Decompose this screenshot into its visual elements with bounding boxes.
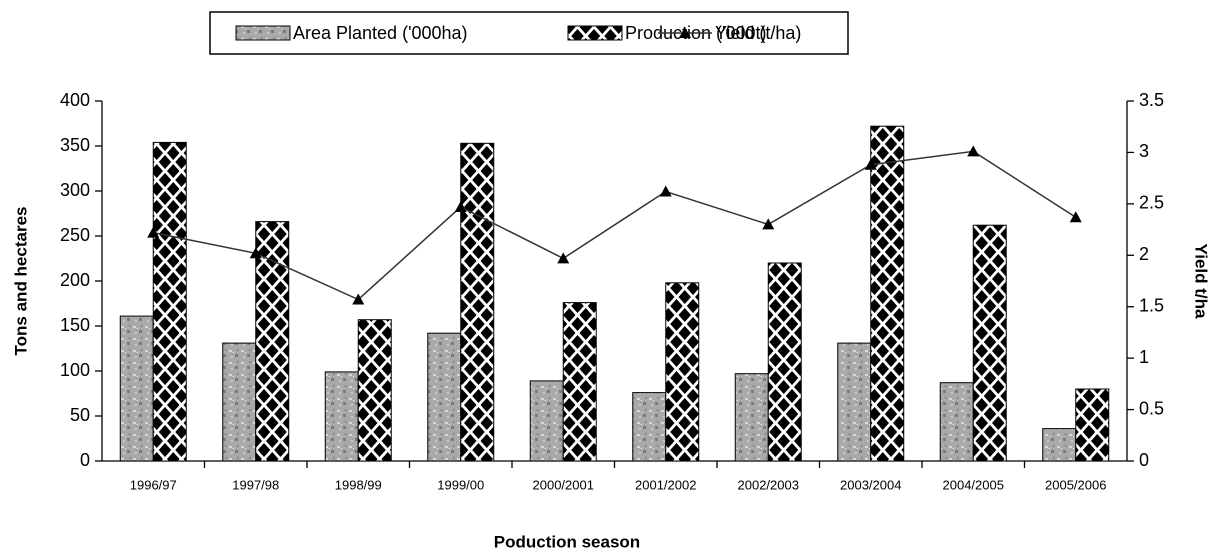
y-tick-label: 400: [60, 90, 90, 110]
line-marker: [557, 252, 570, 264]
y-axis-label: Tons and hectares: [11, 207, 30, 356]
x-tick-label: 2003/2004: [840, 477, 901, 492]
x-tick-label: 2000/2001: [533, 477, 594, 492]
bar: [1075, 388, 1110, 462]
legend-swatch: [567, 25, 623, 41]
bar: [222, 342, 257, 462]
y-tick-label: 100: [60, 360, 90, 380]
line-marker: [659, 185, 672, 197]
y2-tick-label: 2.5: [1139, 193, 1164, 213]
legend-swatch: [235, 25, 291, 41]
x-tick-label: 2004/2005: [943, 477, 1004, 492]
line-marker: [762, 218, 775, 230]
y2-axis-label: Yield t/ha: [1192, 244, 1211, 319]
y2-tick-label: 1.5: [1139, 295, 1164, 315]
bar: [529, 380, 564, 462]
line-marker: [147, 226, 160, 238]
legend-box: [209, 11, 849, 55]
bar: [357, 319, 392, 462]
x-tick-label: 2001/2002: [635, 477, 696, 492]
y2-tick-label: 3.5: [1139, 90, 1164, 110]
bar: [460, 142, 495, 462]
bar: [665, 282, 700, 462]
y2-tick-label: 0: [1139, 450, 1149, 470]
legend-label: Area Planted ('000ha): [293, 23, 468, 43]
line-marker: [352, 293, 365, 305]
x-tick-label: 1998/99: [335, 477, 382, 492]
legend-marker: [679, 27, 691, 38]
x-tick-label: 2005/2006: [1045, 477, 1106, 492]
bar: [427, 332, 462, 462]
line: [153, 150, 1077, 301]
line-marker: [864, 158, 877, 170]
bar: [119, 315, 154, 462]
y-tick-label: 50: [70, 405, 90, 425]
bar: [1042, 428, 1077, 462]
y2-tick-label: 0.5: [1139, 398, 1164, 418]
line-marker: [1069, 211, 1082, 223]
x-axis-label: Poduction season: [494, 532, 640, 551]
x-tick-label: 2002/2003: [738, 477, 799, 492]
line-marker: [249, 247, 262, 259]
legend-label: Yield (t/ha): [715, 23, 801, 43]
bar: [632, 392, 667, 462]
y-tick-label: 150: [60, 315, 90, 335]
y2-tick-label: 1: [1139, 347, 1149, 367]
y-tick-label: 250: [60, 225, 90, 245]
x-tick-label: 1999/00: [437, 477, 484, 492]
bar: [939, 382, 974, 462]
bar: [152, 141, 187, 462]
bar: [734, 373, 769, 462]
y-tick-label: 200: [60, 270, 90, 290]
line-marker: [454, 200, 467, 212]
y2-tick-label: 3: [1139, 141, 1149, 161]
bar: [767, 262, 802, 462]
y-tick-label: 300: [60, 180, 90, 200]
y2-tick-label: 2: [1139, 244, 1149, 264]
y-tick-label: 0: [80, 450, 90, 470]
line-marker: [967, 145, 980, 157]
x-tick-label: 1997/98: [232, 477, 279, 492]
bar: [562, 302, 597, 462]
bar: [837, 342, 872, 462]
x-tick-label: 1996/97: [130, 477, 177, 492]
y-tick-label: 350: [60, 135, 90, 155]
bar: [972, 224, 1007, 462]
bar: [324, 371, 359, 462]
bar: [870, 125, 905, 462]
